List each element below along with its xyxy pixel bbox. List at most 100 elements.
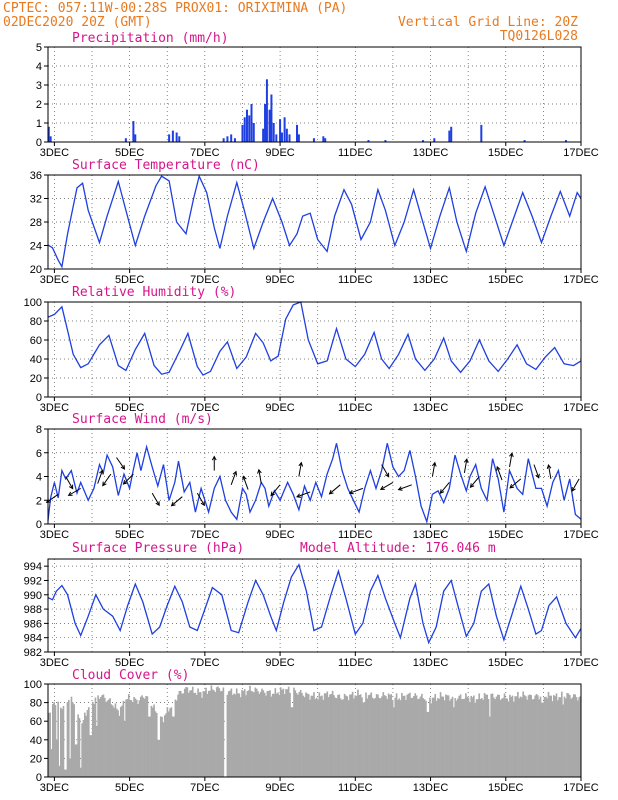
cloud-bar xyxy=(450,698,453,777)
wind-line xyxy=(47,443,582,524)
cloud-bar xyxy=(387,693,390,777)
cloud-bar xyxy=(187,692,190,777)
precip-bar xyxy=(248,115,251,142)
wind-arrow-head xyxy=(99,469,104,475)
cloud-bar xyxy=(550,695,552,777)
temp-ytick-label: 24 xyxy=(30,241,42,253)
precip-bar xyxy=(433,138,436,142)
cloud-bar xyxy=(175,700,178,777)
wind-arrow xyxy=(496,465,503,481)
wind-arrow-shaft xyxy=(242,476,249,490)
cloud-bar xyxy=(261,688,263,777)
cloud-bar xyxy=(542,702,544,777)
cloud-bar xyxy=(201,697,203,777)
cloud-bar xyxy=(218,688,221,777)
cloud-bar xyxy=(462,698,465,777)
precip-ytick-label: 3 xyxy=(36,80,42,92)
cloud-bar xyxy=(530,695,532,777)
cloud-bar xyxy=(553,695,555,777)
cloud-bar xyxy=(339,698,342,777)
wind-arrow-shaft xyxy=(46,493,59,503)
temp-ytick-label: 36 xyxy=(30,170,42,182)
wind-arrow-shaft xyxy=(381,464,390,477)
temp-line xyxy=(47,174,582,269)
cloud-bar xyxy=(535,693,538,777)
cloud-bar xyxy=(198,692,201,777)
cloud-bar xyxy=(237,693,239,777)
cloud-bar xyxy=(270,696,273,777)
cloud-bar xyxy=(527,695,530,777)
precip-bar xyxy=(450,126,453,142)
cloud-bar xyxy=(514,696,517,777)
wind-xtick-label: 17DEC xyxy=(563,529,599,541)
cloud-bar xyxy=(506,698,509,777)
wind-arrow-head xyxy=(328,489,334,495)
cloud-bar xyxy=(425,700,427,777)
wind-arrow xyxy=(230,470,238,485)
wind-arrow-shaft xyxy=(470,476,480,488)
cloud-bar xyxy=(82,720,85,777)
precip-bar xyxy=(279,119,282,142)
precip-bar xyxy=(288,134,291,142)
precip-bar xyxy=(178,136,181,142)
wind-arrow-head xyxy=(170,501,176,507)
wind-arrow xyxy=(270,484,281,497)
precip-bar xyxy=(168,134,171,142)
cloud-bar xyxy=(367,695,370,777)
cloud-bar xyxy=(51,704,54,777)
cloud-ytick-label: 80 xyxy=(30,698,42,710)
cloud-bar xyxy=(258,693,261,777)
cloud-bar xyxy=(169,708,171,777)
cloud-bar xyxy=(229,690,231,777)
cloud-bar xyxy=(358,694,361,777)
cloud-bar xyxy=(203,691,206,777)
cloud-bar xyxy=(127,694,130,777)
cloud-bar xyxy=(541,702,543,777)
cloud-bar xyxy=(243,689,246,777)
wind-arrow-head xyxy=(509,483,515,489)
wind-arrow-head xyxy=(270,491,275,497)
pressure-xtick-label: 3DEC xyxy=(40,657,69,669)
cloud-bar xyxy=(331,690,334,777)
temp-panel: 20 24 28 32 36 3DEC 5DEC 7DEC 9DEC 11DEC 13DEC 15DE… xyxy=(30,170,599,286)
cloud-bar xyxy=(363,702,366,777)
wind-arrow xyxy=(116,457,126,470)
temp-xtick-label: 9DEC xyxy=(265,274,294,286)
cloud-bar xyxy=(281,689,283,777)
wind-title: Surface Wind (m/s) xyxy=(72,412,213,427)
wind-arrow xyxy=(122,473,134,485)
precip-title: Precipitation (mm/h) xyxy=(72,31,229,46)
cloud-bar xyxy=(426,711,429,777)
wind-arrow-shaft xyxy=(329,484,341,495)
wind-arrow-shaft xyxy=(439,482,450,494)
cloud-bar xyxy=(99,697,102,777)
wind-arrow xyxy=(509,478,522,489)
wind-arrow-head xyxy=(232,470,238,476)
cloud-bar xyxy=(262,690,265,777)
humidity-xtick-label: 11DEC xyxy=(338,402,373,414)
cloud-bar xyxy=(563,696,566,777)
cloud-bar xyxy=(241,689,243,777)
wind-arrow-shaft xyxy=(398,484,412,491)
cloud-bar xyxy=(130,700,133,777)
precip-bar xyxy=(296,124,299,142)
wind-arrow-head xyxy=(298,461,304,467)
wind-xtick-label: 7DEC xyxy=(190,529,219,541)
cloud-bar xyxy=(318,692,321,777)
cloud-bar xyxy=(89,735,91,777)
cloud-bar xyxy=(273,693,275,777)
precip-bar xyxy=(280,132,283,142)
cloud-bar xyxy=(319,696,322,777)
wind-arrow xyxy=(546,464,552,479)
cloud-bar xyxy=(146,696,149,777)
temp-xtick-label: 5DEC xyxy=(115,274,144,286)
cloud-bar xyxy=(571,697,574,777)
wind-arrow xyxy=(431,461,437,477)
cloud-bar xyxy=(505,698,507,777)
wind-arrow-head xyxy=(122,480,128,485)
precip-bar xyxy=(367,140,370,142)
pressure-frame xyxy=(47,558,582,653)
cloud-bar xyxy=(377,694,379,777)
temp-ytick-label: 32 xyxy=(30,194,42,206)
cloud-bar xyxy=(353,698,355,777)
